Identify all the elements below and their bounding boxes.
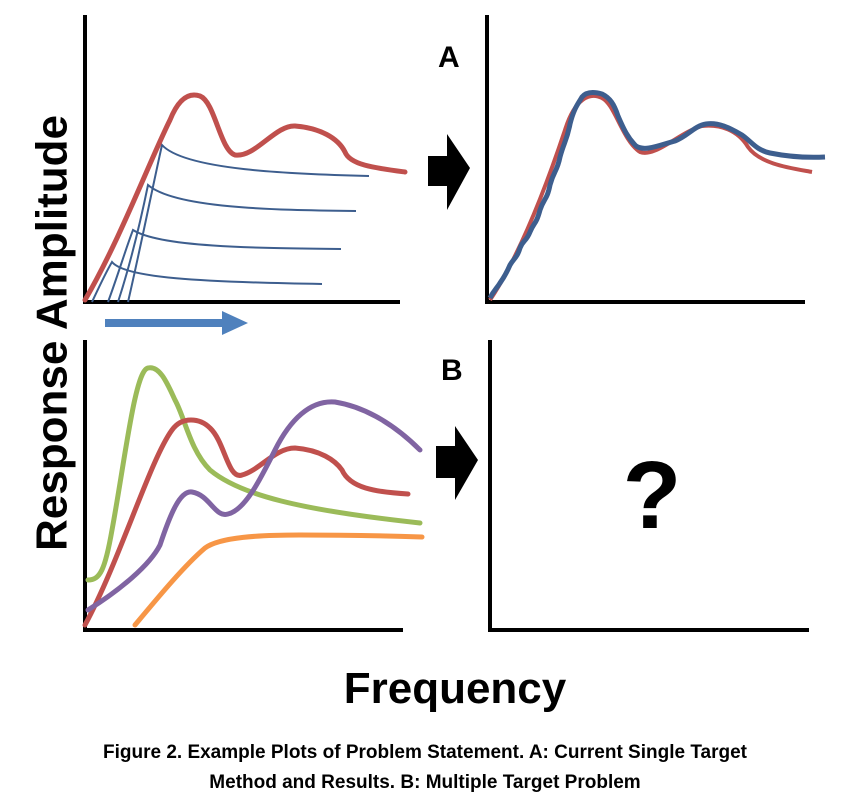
unknown-result-mark: ?: [623, 442, 682, 549]
panel-b-axes: [488, 340, 809, 632]
target-response-curve: [82, 92, 408, 303]
y-axis-label: Response Amplitude: [28, 115, 77, 551]
single-target-response-1: [91, 260, 323, 303]
target-curve-purple: [85, 399, 423, 613]
single-target-response-2: [107, 228, 342, 303]
target-curve-red: [82, 417, 411, 628]
panel-a-axes: [485, 15, 805, 304]
panel-top-left: [82, 15, 408, 335]
panel-b-letter: B: [441, 354, 463, 387]
figure-caption: Figure 2. Example Plots of Problem State…: [0, 738, 850, 798]
panel-bottom-left: [82, 340, 425, 632]
single-target-response-4: [127, 142, 370, 303]
transition-arrow-b: [436, 426, 478, 500]
panel-bottom-left-axes: [83, 340, 403, 632]
target-curve-orange: [132, 532, 425, 628]
transition-arrow-a: [428, 134, 470, 210]
caption-line-2: Method and Results. B: Multiple Target P…: [209, 772, 641, 793]
x-axis-label: Frequency: [344, 664, 567, 713]
caption-line-1: Figure 2. Example Plots of Problem State…: [102, 742, 747, 763]
panel-a-target-curve: [488, 93, 813, 302]
target-curve-green: [85, 365, 423, 583]
single-target-response-3: [117, 183, 357, 303]
panel-b: B ?: [441, 340, 809, 632]
panel-a-letter: A: [438, 41, 460, 74]
panel-a: A: [438, 15, 826, 304]
frequency-sweep-arrow: [105, 311, 248, 335]
panel-a-achieved-curve: [487, 89, 826, 300]
